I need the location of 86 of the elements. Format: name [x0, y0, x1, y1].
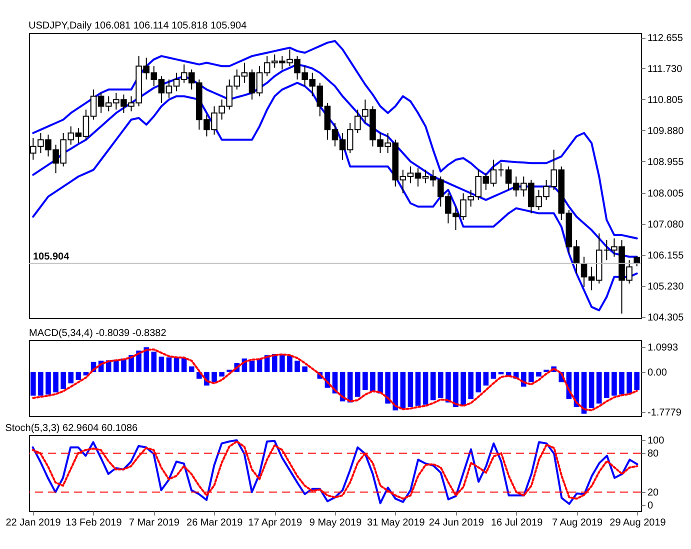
- bar: [536, 372, 542, 377]
- y-tick-label: 100: [648, 436, 665, 447]
- bar: [151, 352, 157, 372]
- bar: [287, 356, 292, 372]
- y-tick-label: 108.955: [648, 156, 684, 168]
- bar: [612, 372, 617, 396]
- bar: [370, 372, 376, 392]
- y-tick-label: 109.880: [648, 126, 684, 137]
- x-tick-label: 17 Apr 2019: [248, 518, 302, 528]
- x-tick-label: 24 Jun 2019: [428, 518, 484, 528]
- x-tick-label: 13 Feb 2019: [66, 518, 122, 528]
- y-tick-label: 20: [648, 488, 660, 499]
- bar: [596, 372, 602, 404]
- bar: [400, 372, 406, 410]
- bar: [415, 372, 421, 406]
- chart-title: MACD(5,34,4) -0.8039 -0.8382: [29, 328, 167, 339]
- x-tick-label: 9 May 2019: [309, 518, 362, 528]
- y-tick-label: 1.0993: [648, 342, 679, 354]
- bar: [280, 354, 285, 372]
- candlestick: [498, 162, 504, 178]
- bar: [460, 372, 466, 406]
- bar: [476, 372, 482, 392]
- y-tick-label: 111.730: [648, 64, 683, 75]
- bar: [362, 372, 368, 390]
- bar: [30, 372, 36, 396]
- ref-line-label: 105.904: [33, 251, 70, 262]
- bar: [76, 372, 82, 380]
- bar: [634, 372, 640, 390]
- bar: [588, 372, 594, 408]
- y-tick-label: 105.230: [648, 281, 684, 292]
- bar: [422, 372, 428, 405]
- bar: [219, 372, 224, 377]
- x-tick-label: 7 Aug 2019: [552, 518, 604, 528]
- bar: [483, 372, 489, 386]
- x-tick-label: 7 Mar 2019: [128, 518, 180, 528]
- bar: [302, 366, 308, 372]
- bar: [60, 372, 66, 389]
- bar: [249, 360, 255, 372]
- bar: [83, 372, 89, 376]
- line-series: [32, 348, 638, 412]
- chart-title: USDJPY,Daily 106.081 106.114 105.818 105.904: [28, 20, 248, 32]
- y-tick-label: 108.005: [648, 188, 684, 200]
- bar: [604, 372, 610, 398]
- line-series: [32, 82, 638, 312]
- bar: [438, 372, 444, 398]
- bar: [46, 372, 51, 395]
- bar: [392, 372, 398, 410]
- bar: [355, 372, 360, 397]
- bar: [453, 372, 458, 407]
- bar: [528, 372, 534, 382]
- bar: [626, 372, 632, 394]
- line-series: [32, 40, 638, 240]
- y-tick-label: 107.080: [648, 220, 684, 231]
- bar: [385, 372, 390, 404]
- x-tick-label: 29 Aug 2019: [610, 518, 666, 528]
- x-tick-label: 31 May 2019: [367, 518, 426, 528]
- bar: [490, 372, 496, 379]
- bar: [619, 372, 624, 395]
- y-tick-label: 110.805: [648, 94, 684, 106]
- chart-title: Stoch(5,3,3) 62.9604 60.1086: [5, 423, 138, 434]
- bar: [378, 372, 383, 394]
- bar: [144, 347, 149, 372]
- x-tick-label: 16 Jul 2019: [490, 518, 544, 528]
- y-tick-label: -1.7779: [648, 408, 682, 419]
- bar: [212, 372, 217, 382]
- bar: [166, 357, 172, 372]
- x-tick-label: 26 Mar 2019: [186, 518, 244, 528]
- y-tick-label: 80: [648, 448, 660, 460]
- y-tick-label: 106.155: [648, 250, 684, 262]
- y-tick-label: 0.00: [648, 368, 668, 379]
- bar: [408, 372, 414, 407]
- bar: [468, 372, 474, 400]
- bar: [188, 366, 194, 372]
- x-tick-label: 22 Jan 2019: [6, 518, 62, 528]
- bar: [38, 372, 44, 396]
- bar: [430, 372, 436, 400]
- bar: [158, 356, 164, 372]
- bar: [68, 372, 74, 384]
- y-tick-label: 104.305: [648, 312, 684, 324]
- bar: [446, 372, 451, 402]
- bar: [294, 360, 300, 372]
- bar: [181, 358, 187, 372]
- bar: [136, 350, 142, 372]
- bar: [53, 372, 58, 392]
- y-tick-label: 0: [648, 500, 654, 512]
- y-tick-label: 112.655: [648, 33, 684, 44]
